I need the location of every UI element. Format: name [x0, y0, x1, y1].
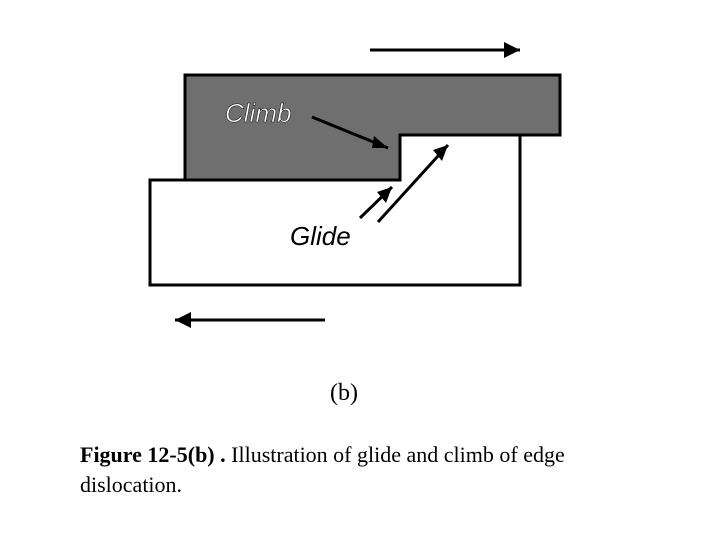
dislocation-diagram: Climb Glide — [120, 20, 590, 360]
top-motion-arrow-head — [504, 42, 520, 58]
figure-caption: Figure 12-5(b) . Illustration of glide a… — [80, 440, 640, 499]
bottom-motion-arrow-head — [175, 312, 191, 328]
climb-label: Climb — [225, 98, 291, 128]
subfigure-label: (b) — [330, 380, 358, 407]
glide-label: Glide — [290, 221, 351, 251]
diagram-svg: Climb Glide — [120, 20, 590, 360]
figure-number: Figure 12-5(b) . — [80, 442, 226, 467]
